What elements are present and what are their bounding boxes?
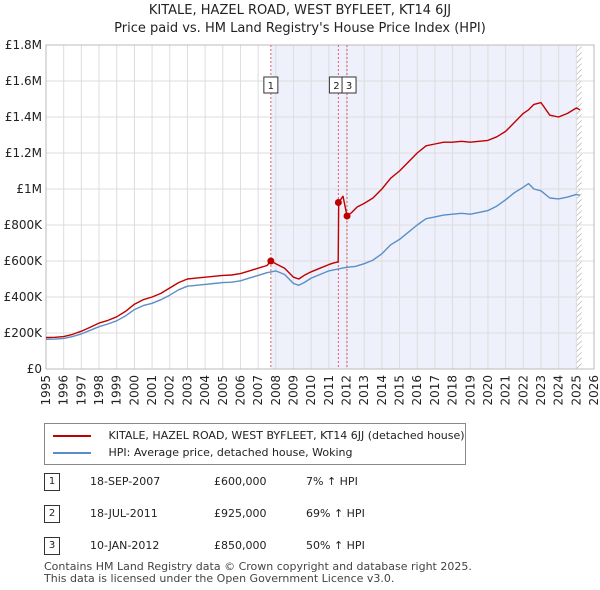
x-tick-label: 2006 [233,375,247,406]
x-tick-label: 2026 [587,375,600,406]
chart-title-block: KITALE, HAZEL ROAD, WEST BYFLEET, KT14 6… [0,2,600,38]
x-tick-label: 2024 [552,375,566,406]
x-tick-label: 2005 [216,375,230,406]
footer-line-2: This data is licensed under the Open Gov… [44,572,395,585]
transaction-row: 1 18-SEP-2007 £600,000 7% ↑ HPI [44,473,464,491]
y-tick-label: £1.8M [5,38,42,52]
sale-point [343,212,351,220]
ownership-shading [270,45,577,369]
x-tick-label: 1995 [39,375,53,406]
legend-swatch-hpi [53,452,91,454]
hpi-series-line [45,182,581,340]
x-tick-label: 2009 [286,375,300,406]
x-tick-label: 2022 [516,375,530,406]
x-tick-label: 2007 [251,375,265,406]
footer-line-1: Contains HM Land Registry data © Crown c… [44,560,472,573]
x-tick-label: 2002 [163,375,177,406]
price-chart: £0 £200K £400K £600K £800K £1M £1.2M £1.4M £1.6M… [4,38,600,406]
property-series-line [45,101,581,339]
x-tick-label: 2004 [198,375,212,406]
x-tick-label: 2000 [127,375,141,406]
transaction-badge: 2 [44,505,60,523]
footer-credits: Contains HM Land Registry data © Crown c… [44,561,472,585]
x-tick-label: 2013 [357,375,371,406]
transaction-badge: 1 [44,473,60,491]
x-tick-label: 2008 [269,375,283,406]
sale-marker-box [341,76,357,94]
chart-title: KITALE, HAZEL ROAD, WEST BYFLEET, KT14 6… [148,3,452,18]
x-tick-label: 2018 [446,375,460,406]
transaction-row: 3 10-JAN-2012 £850,000 50% ↑ HPI [44,537,464,555]
transaction-badge: 3 [44,537,60,555]
x-tick-label: 2017 [428,375,442,406]
legend-label-property: KITALE, HAZEL ROAD, WEST BYFLEET, KT14 6… [108,429,465,442]
x-tick-label: 2012 [340,375,354,406]
y-tick-label: £1.6M [5,74,42,88]
y-tick-label: £1M [16,182,42,196]
transaction-row: 2 18-JUL-2011 £925,000 69% ↑ HPI [44,505,464,523]
x-tick-label: 2003 [180,375,194,406]
x-tick-label: 2014 [375,375,389,406]
y-tick-label: £1.4M [5,110,42,124]
transaction-hpi-change: 7% ↑ HPI [306,475,358,488]
chart-legend: KITALE, HAZEL ROAD, WEST BYFLEET, KT14 6… [44,423,466,465]
legend-item-hpi: HPI: Average price, detached house, Woki… [53,445,352,461]
sale-marker-box [263,76,279,94]
sale-marker-label: 3 [346,81,352,92]
legend-item-property: KITALE, HAZEL ROAD, WEST BYFLEET, KT14 6… [53,428,465,444]
transaction-date: 10-JAN-2012 [90,539,160,552]
transaction-date: 18-SEP-2007 [90,475,161,488]
sale-point [267,257,275,265]
transaction-price: £925,000 [214,507,267,520]
x-tick-label: 1997 [74,375,88,406]
x-tick-label: 2001 [145,375,159,406]
plot-border [45,44,595,370]
x-tick-label: 2020 [481,375,495,406]
transaction-price: £850,000 [214,539,267,552]
x-tick-label: 2016 [410,375,424,406]
x-tick-label: 1996 [57,375,71,406]
y-tick-label: £0 [27,362,42,376]
y-tick-label: £600K [4,254,44,268]
x-tick-label: 2019 [463,375,477,406]
x-tick-label: 2011 [322,375,336,406]
x-tick-label: 2010 [304,375,318,406]
legend-label-hpi: HPI: Average price, detached house, Woki… [108,446,353,459]
chart-subtitle: Price paid vs. HM Land Registry's House … [114,21,486,36]
sale-point [334,199,342,206]
x-tick-label: 2025 [569,375,583,406]
x-tick-label: 1998 [92,375,106,406]
projection-hatch [576,45,582,369]
transaction-date: 18-JUL-2011 [90,507,158,520]
y-tick-label: £200K [4,326,44,340]
legend-swatch-property [53,435,91,437]
y-tick-label: £1.2M [5,146,42,160]
x-tick-label: 1999 [110,375,124,406]
transaction-hpi-change: 69% ↑ HPI [306,507,365,520]
x-tick-label: 2015 [393,375,407,406]
transaction-hpi-change: 50% ↑ HPI [306,539,365,552]
sale-marker-label: 2 [333,81,339,92]
y-tick-label: £800K [4,218,44,232]
x-tick-label: 2021 [499,375,513,406]
x-tick-label: 2023 [534,375,548,406]
y-tick-label: £400K [4,290,44,304]
sale-marker-label: 1 [268,81,274,92]
transaction-price: £600,000 [214,475,267,488]
